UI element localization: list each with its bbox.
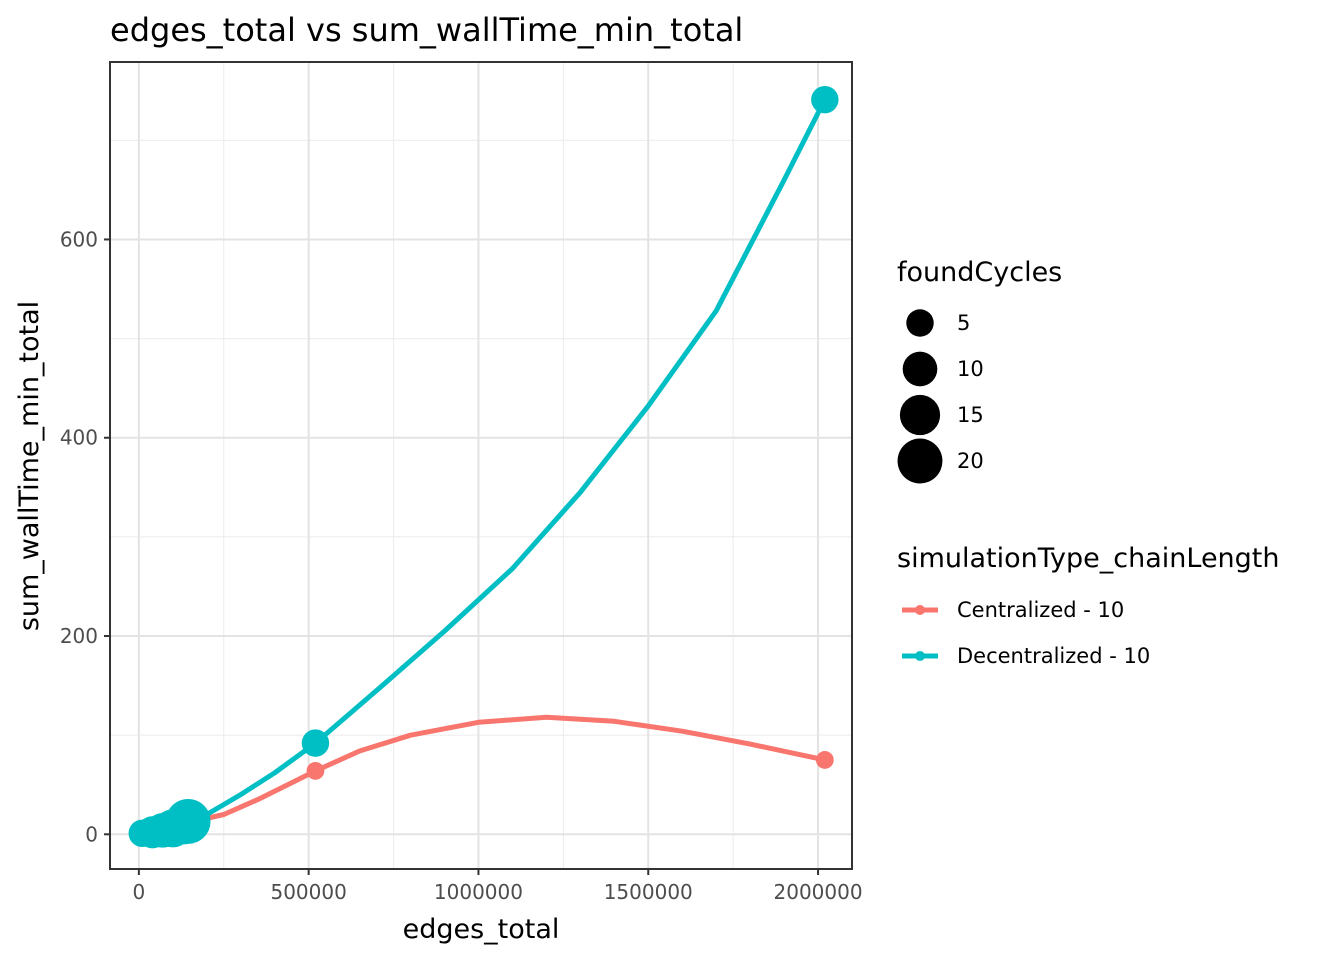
x-axis-title: edges_total [403,914,560,945]
x-tick-label: 1000000 [434,880,523,904]
data-point [306,761,325,780]
y-tick-label: 0 [85,822,98,846]
size-legend-key [906,309,934,337]
size-legend-label: 20 [957,449,984,473]
color-legend-label: Centralized - 10 [957,598,1124,622]
size-legend-label: 10 [957,357,984,381]
y-tick-label: 200 [60,624,98,648]
y-tick-label: 600 [60,227,98,251]
x-tick-label: 2000000 [774,880,863,904]
data-point [165,798,211,844]
size-legend-key [897,438,943,484]
x-tick-label: 500000 [270,880,346,904]
series-line [139,97,828,836]
size-legend-key [902,351,938,387]
size-legend-items: 5 10 15 20 [897,309,984,484]
x-tick-label: 1500000 [604,880,693,904]
y-axis-title: sum_wallTime_min_total [14,301,45,631]
color-legend-label: Decentralized - 10 [957,644,1150,668]
size-legend-key [899,394,941,436]
data-point [811,85,839,114]
series-points [128,85,839,849]
plot-background [110,62,852,869]
color-legend-point [915,605,925,615]
y-tick-label: 400 [60,426,98,450]
x-tick-label: 0 [132,880,145,904]
color-legend-point [915,651,925,661]
size-legend-title: foundCycles [897,257,1062,288]
color-legend-items: Centralized - 10 Decentralized - 10 [902,598,1150,668]
data-point [815,751,834,769]
size-legend-label: 15 [957,403,984,427]
plot-border [109,61,853,870]
data-point [301,729,330,757]
plot-panel [109,61,853,870]
grid-minor [110,62,852,869]
y-axis: 0 200 400 600 [60,227,110,846]
color-legend-title: simulationType_chainLength [897,543,1280,574]
legend: foundCycles 5 10 15 20 simulationType_chain… [897,257,1280,668]
size-legend-label: 5 [957,311,970,335]
x-axis: 0 500000 1000000 1500000 2000000 [132,869,863,904]
chart-title: edges_total vs sum_wallTime_min_total [110,11,743,49]
